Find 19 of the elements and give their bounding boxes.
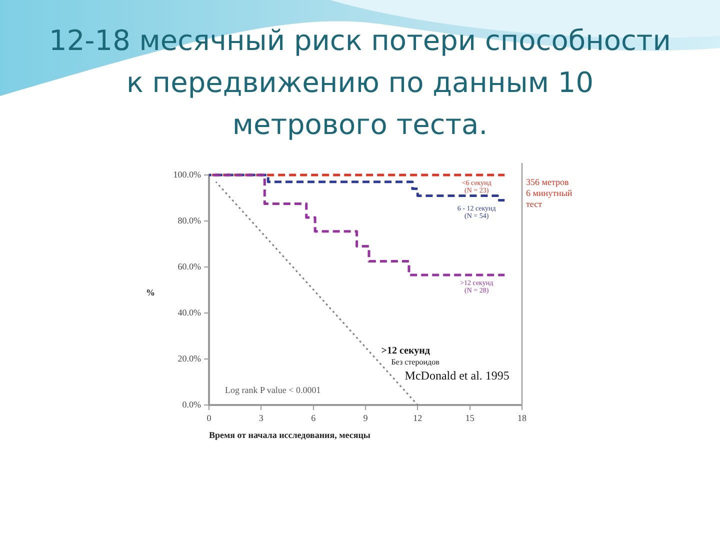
x-tick-label: 9 — [363, 412, 368, 423]
text: 356 метров 6 минутный тест — [526, 177, 572, 209]
y-tick-label: 60.0% — [178, 261, 202, 272]
y-tick-label: 40.0% — [178, 307, 202, 318]
y-axis-title: % — [146, 287, 155, 298]
y-tick-label: 80.0% — [178, 215, 202, 226]
x-axis-title: Время от начала исследования, месяцы — [209, 430, 370, 440]
y-tick-label: 100.0% — [173, 169, 202, 180]
x-tick-label: 15 — [465, 412, 475, 423]
annotation: Log rank P value < 0.0001 — [225, 385, 321, 395]
x-tick-label: 3 — [258, 412, 264, 423]
chart-title: 12-18 месячный риск потери способности к передвижению по данным 10 метрового теста. — [48, 23, 672, 143]
y-tick-label: 20.0% — [178, 353, 202, 364]
x-tick-label: 0 — [206, 412, 212, 423]
x-tick-label: 18 — [518, 412, 527, 423]
y-tick-label: 0.0% — [182, 399, 202, 410]
series-label: >12 секунд Без стероидов McDonald et al. 1995 — [381, 346, 510, 383]
x-tick-label: 6 — [311, 412, 316, 423]
x-tick-label: 12 — [413, 412, 422, 423]
